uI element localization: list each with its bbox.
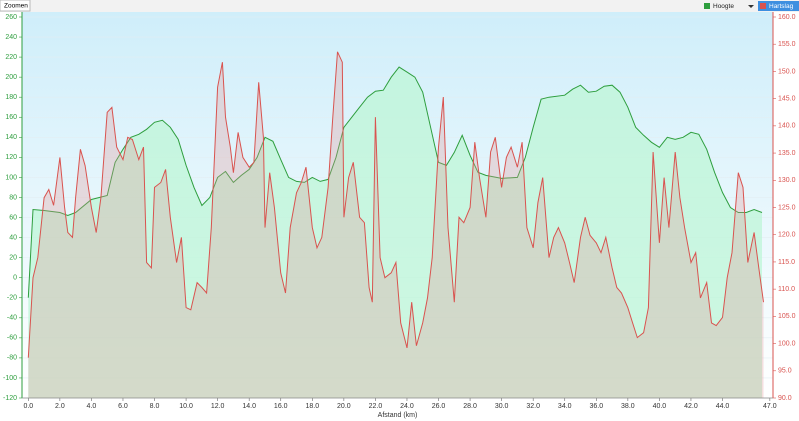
x-tick-label: 8.0 [150,403,160,410]
x-tick-label: 44.0 [716,403,730,410]
y-tick-label: 220 [5,54,17,61]
y2-tick-label: 130.0 [778,177,796,184]
x-tick-label: 38.0 [621,403,635,410]
y-tick-label: -120 [3,395,17,402]
y2-tick-label: 145.0 [778,95,796,102]
y2-tick-label: 125.0 [778,204,796,211]
y-tick-label: 120 [5,154,17,161]
x-axis-label: Afstand (km) [378,412,418,419]
legend-swatch[interactable] [704,3,710,9]
x-tick-label: 4.0 [87,403,97,410]
y-tick-label: 180 [5,94,17,101]
y-tick-label: 260 [5,14,17,21]
zoom-tab[interactable] [0,0,31,12]
y-tick-label: -80 [7,355,17,362]
y-tick-label: -100 [3,375,17,382]
y2-tick-label: 105.0 [778,313,796,320]
x-tick-label: 14.0 [242,403,256,410]
y2-tick-label: 100.0 [778,340,796,347]
y-tick-label: 140 [5,134,17,141]
legend-label[interactable]: Hartslag [769,3,794,10]
x-tick-label: 24.0 [400,403,414,410]
y2-tick-label: 115.0 [778,259,795,266]
x-tick-label: 12.0 [211,403,225,410]
x-tick-label: 42.0 [684,403,698,410]
y-tick-label: -60 [7,335,17,342]
zoom-label[interactable]: Zoomen [4,3,28,10]
x-tick-label: 18.0 [305,403,319,410]
y2-tick-label: 110.0 [778,286,795,293]
x-tick-label: 47.0 [763,403,777,410]
y-tick-label: -20 [7,295,17,302]
x-tick-label: 10.0 [179,403,193,410]
area [28,67,763,398]
x-tick-label: 2.0 [55,403,65,410]
toolbar [0,0,799,12]
line [27,66,763,298]
x-tick-label: 20.0 [337,403,351,410]
x-tick-label: 28.0 [463,403,477,410]
legend-highlight[interactable] [758,1,799,11]
y2-tick-label: 120.0 [778,232,796,239]
dropdown-arrow[interactable] [748,5,754,8]
y-tick-label: 200 [5,74,17,81]
y-tick-label: 20 [9,254,17,261]
x-tick-label: 36.0 [589,403,603,410]
y2-tick-label: 140.0 [778,123,796,130]
y-tick-label: 100 [5,174,17,181]
y2-tick-label: 160.0 [778,14,796,21]
x-tick-label: 34.0 [558,403,572,410]
y-tick-label: -40 [7,315,17,322]
x-tick-label: 32.0 [526,403,540,410]
x-tick-label: 16.0 [274,403,288,410]
y-tick-label: 40 [9,234,17,241]
y2-tick-label: 155.0 [778,41,796,48]
y-tick-label: 160 [5,114,17,121]
x-tick-label: 30.0 [495,403,509,410]
legend-swatch[interactable] [760,3,766,9]
x-tick-label: 0.0 [23,403,33,410]
y-tick-label: 80 [9,194,17,201]
y2-tick-label: 135.0 [778,150,796,157]
y-tick-label: 60 [9,214,17,221]
x-tick-label: 40.0 [653,403,667,410]
y2-tick-label: 90.0 [778,395,792,402]
line [27,51,764,358]
x-tick-label: 6.0 [118,403,128,410]
legend-label[interactable]: Hoogte [713,3,734,10]
area [28,51,764,399]
y2-tick-label: 150.0 [778,68,796,75]
y2-tick-label: 95.0 [778,368,792,375]
legend: Hoogte Hartslag [704,1,799,11]
x-tick-label: 26.0 [432,403,446,410]
x-tick-label: 22.0 [369,403,383,410]
y-tick-label: 0 [13,275,17,282]
y-tick-label: 240 [5,34,17,41]
